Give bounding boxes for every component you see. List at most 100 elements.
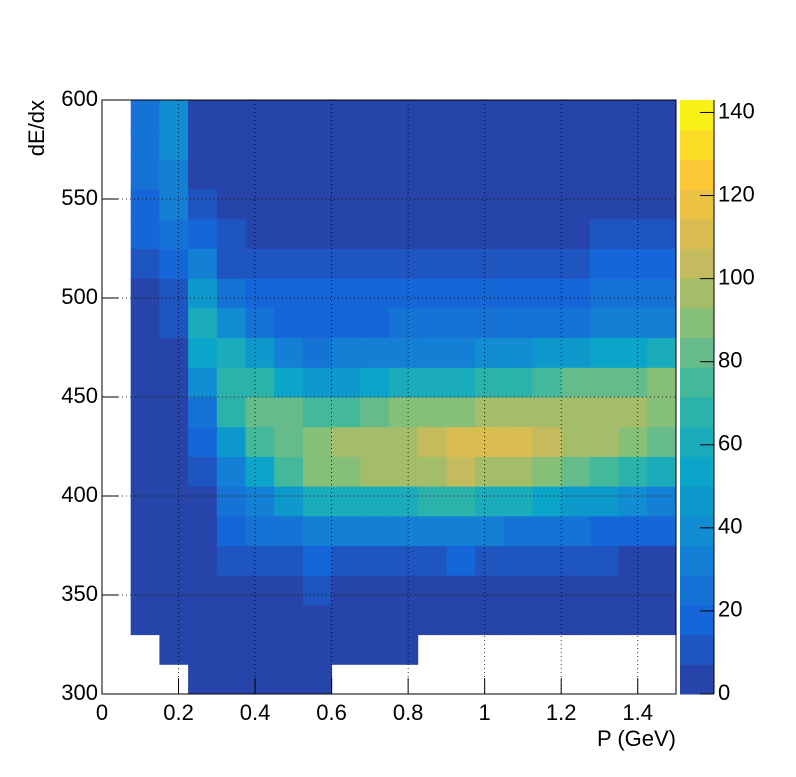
heatmap-cell bbox=[159, 575, 189, 606]
colorbar-tick-label: 100 bbox=[718, 264, 755, 289]
heatmap-cell bbox=[360, 278, 390, 309]
colorbar-tick-label: 40 bbox=[718, 514, 742, 539]
heatmap-cell bbox=[417, 337, 447, 368]
heatmap-cell bbox=[532, 515, 562, 546]
colorbar-swatch bbox=[680, 486, 714, 517]
heatmap-cell bbox=[188, 545, 218, 576]
heatmap-cell bbox=[302, 604, 333, 636]
heatmap-cell bbox=[130, 367, 160, 398]
colorbar-swatch bbox=[680, 604, 714, 636]
heatmap-cell bbox=[130, 545, 160, 576]
colorbar-tick-label: 80 bbox=[718, 348, 742, 373]
heatmap-cell bbox=[589, 426, 620, 457]
colorbar-swatch bbox=[680, 426, 714, 457]
heatmap-cell bbox=[618, 367, 648, 398]
heatmap-cell bbox=[417, 189, 447, 220]
heatmap-cell bbox=[302, 486, 333, 517]
heatmap-cell bbox=[647, 545, 677, 576]
heatmap-cell bbox=[302, 100, 333, 131]
heatmap-cell bbox=[245, 515, 275, 546]
heatmap-cell bbox=[274, 634, 304, 665]
heatmap-cell bbox=[216, 248, 246, 279]
heatmap-cell bbox=[188, 634, 218, 665]
heatmap-cell bbox=[446, 129, 476, 160]
heatmap-cell bbox=[532, 397, 562, 428]
heatmap-cell bbox=[475, 397, 505, 428]
heatmap-cell bbox=[503, 545, 533, 576]
heatmap-cell bbox=[446, 189, 476, 220]
heatmap-cell bbox=[561, 486, 591, 517]
heatmap-cell bbox=[216, 634, 246, 665]
heatmap-cell bbox=[446, 248, 476, 279]
heatmap-cell bbox=[475, 129, 505, 160]
x-tick-label: 0.8 bbox=[393, 700, 424, 725]
heatmap-cell bbox=[130, 278, 160, 309]
heatmap-cell bbox=[274, 545, 304, 576]
heatmap-cell bbox=[188, 278, 218, 309]
heatmap-cell bbox=[647, 397, 677, 428]
heatmap-cell bbox=[647, 248, 677, 279]
heatmap-cell bbox=[389, 634, 419, 665]
colorbar-swatch bbox=[680, 189, 714, 220]
heatmap-cell bbox=[446, 456, 476, 487]
heatmap-cell bbox=[245, 397, 275, 428]
heatmap-cell bbox=[216, 456, 246, 487]
heatmap-cell bbox=[389, 218, 419, 249]
heatmap-cell bbox=[446, 575, 476, 606]
heatmap-cell bbox=[446, 218, 476, 249]
heatmap-cell bbox=[302, 307, 333, 339]
heatmap-cell bbox=[130, 604, 160, 636]
heatmap-cell bbox=[331, 218, 361, 249]
heatmap-cell bbox=[446, 278, 476, 309]
heatmap-cell bbox=[130, 189, 160, 220]
heatmap-cell bbox=[188, 604, 218, 636]
heatmap-cell bbox=[274, 515, 304, 546]
heatmap-cell bbox=[360, 218, 390, 249]
heatmap-cell bbox=[589, 397, 620, 428]
heatmap-cell bbox=[302, 337, 333, 368]
heatmap-cell bbox=[188, 159, 218, 190]
heatmap-cell bbox=[389, 426, 419, 457]
heatmap-cell bbox=[618, 248, 648, 279]
heatmap-cell bbox=[503, 367, 533, 398]
heatmap-cell bbox=[417, 456, 447, 487]
heatmap-cell bbox=[360, 129, 390, 160]
heatmap-cell bbox=[331, 278, 361, 309]
heatmap-cell bbox=[647, 307, 677, 339]
heatmap-cell bbox=[618, 218, 648, 249]
heatmap-cell bbox=[475, 337, 505, 368]
heatmap-cell bbox=[274, 337, 304, 368]
heatmap-cell bbox=[130, 426, 160, 457]
heatmap-cell bbox=[360, 159, 390, 190]
heatmap-cell bbox=[503, 129, 533, 160]
heatmap-cell bbox=[245, 486, 275, 517]
heatmap-cell bbox=[130, 100, 160, 131]
heatmap-cell bbox=[130, 129, 160, 160]
heatmap-cell bbox=[245, 129, 275, 160]
heatmap-cell bbox=[532, 189, 562, 220]
heatmap-cell bbox=[245, 426, 275, 457]
heatmap-cell bbox=[274, 456, 304, 487]
heatmap-cell bbox=[389, 129, 419, 160]
heatmap-cell bbox=[389, 159, 419, 190]
heatmap-cell bbox=[475, 307, 505, 339]
heatmap-cell bbox=[159, 397, 189, 428]
heatmap-cell bbox=[503, 248, 533, 279]
colorbar: 0 20 40 60 80 100 120 140 bbox=[680, 98, 755, 705]
x-tick-label: 0.6 bbox=[316, 700, 347, 725]
heatmap-cell bbox=[647, 337, 677, 368]
heatmap-cell bbox=[647, 159, 677, 190]
heatmap-cell bbox=[389, 248, 419, 279]
heatmap-cell bbox=[331, 515, 361, 546]
heatmap-cell bbox=[589, 545, 620, 576]
heatmap-cell bbox=[130, 456, 160, 487]
heatmap-cell bbox=[389, 337, 419, 368]
heatmap-cell bbox=[532, 575, 562, 606]
heatmap-cell bbox=[561, 397, 591, 428]
heatmap-cell bbox=[302, 248, 333, 279]
heatmap-cell bbox=[216, 307, 246, 339]
heatmap-cell bbox=[589, 486, 620, 517]
heatmap-cell bbox=[302, 545, 333, 576]
heatmap-cell bbox=[446, 604, 476, 636]
heatmap-cell bbox=[216, 100, 246, 131]
